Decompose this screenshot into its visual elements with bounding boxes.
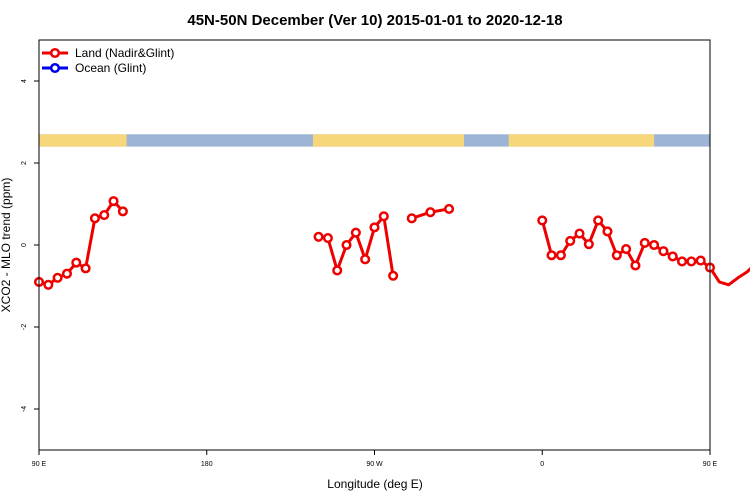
series-0-point-3-6	[593, 215, 604, 226]
series-0-point-1-0	[313, 231, 324, 242]
x-tick-label-4: 90 E	[703, 461, 718, 468]
series-0-point-0-6	[89, 213, 100, 224]
x-axis: 90 E 180 90 W 0 90 E	[32, 450, 718, 468]
series-0-point-3-14	[667, 251, 678, 262]
series-0-point-2-2	[444, 203, 455, 214]
series-0-point-1-1	[322, 232, 333, 244]
legend-label-0: Land (Nadir&Glint)	[75, 46, 174, 60]
legend: Land (Nadir&Glint)Ocean (Glint)	[42, 46, 174, 75]
plot-frame	[38, 39, 711, 451]
series-0-point-3-12	[649, 239, 660, 251]
series-0-point-0-1	[43, 279, 54, 290]
y-tick-label-2: 0	[21, 243, 28, 247]
series-0-line-1	[318, 214, 395, 277]
series-0-point-2-0	[406, 213, 417, 224]
y-tick-label-1: -2	[21, 324, 28, 330]
map-land-0	[39, 134, 127, 147]
series-0-point-3-2	[555, 250, 566, 261]
chart-title: 45N-50N December (Ver 10) 2015-01-01 to …	[187, 12, 562, 29]
series-0-point-0-3	[61, 268, 73, 279]
x-tick-label-2: 90 W	[366, 461, 383, 468]
y-tick-label-3: 2	[21, 161, 28, 165]
series-0-point-3-0	[537, 215, 548, 226]
y-axis: -4 -2 0 2 4	[21, 79, 39, 412]
series-0-point-1-8	[388, 270, 399, 281]
series-0-point-1-3	[341, 239, 352, 251]
map-strip	[39, 134, 710, 147]
series-0-point-3-1	[546, 250, 557, 261]
series-0-point-0-5	[80, 263, 91, 274]
series-0-point-3-4	[574, 228, 585, 239]
legend-marker-0	[49, 47, 61, 59]
y-axis-label: XCO2 - MLO trend (ppm)	[0, 178, 13, 313]
series-0-point-3-13	[658, 246, 669, 257]
x-tick-label-3: 0	[540, 461, 544, 468]
series-0-point-1-7	[378, 211, 389, 222]
x-tick-label-0: 90 E	[32, 461, 47, 468]
legend-label-1: Ocean (Glint)	[75, 61, 146, 75]
y-tick-label-0: -4	[21, 406, 28, 412]
x-axis-label: Longitude (deg E)	[327, 477, 422, 491]
map-land-2	[508, 134, 655, 147]
series-0-point-3-16	[686, 256, 697, 267]
series-0-point-1-2	[332, 265, 343, 276]
series-0-line-0	[38, 199, 125, 287]
series-0-point-3-9	[621, 244, 632, 255]
series-layer	[33, 196, 750, 290]
series-0-point-2-1	[425, 207, 436, 218]
series-0-point-3-11	[639, 237, 650, 248]
series-0-point-0-4	[71, 257, 82, 268]
series-0-point-0-9	[117, 206, 128, 217]
legend-marker-1	[49, 62, 61, 74]
series-0-point-0-2	[52, 272, 63, 283]
series-0-point-3-8	[611, 250, 622, 261]
series-0-point-3-10	[630, 260, 641, 271]
series-0-point-3-7	[602, 226, 613, 237]
series-0-point-3-15	[676, 256, 688, 267]
series-0-point-1-6	[369, 222, 380, 233]
series-0-point-3-5	[583, 239, 594, 250]
series-0-point-1-5	[360, 254, 371, 265]
x-tick-label-1: 180	[201, 461, 213, 468]
series-0-point-3-3	[565, 235, 576, 246]
series-0-point-0-7	[99, 210, 110, 221]
series-0-point-3-17	[695, 255, 706, 266]
series-0-point-1-4	[350, 227, 361, 238]
map-land-1	[312, 134, 464, 147]
series-0-point-0-8	[108, 196, 119, 207]
y-tick-label-4: 4	[21, 79, 28, 83]
